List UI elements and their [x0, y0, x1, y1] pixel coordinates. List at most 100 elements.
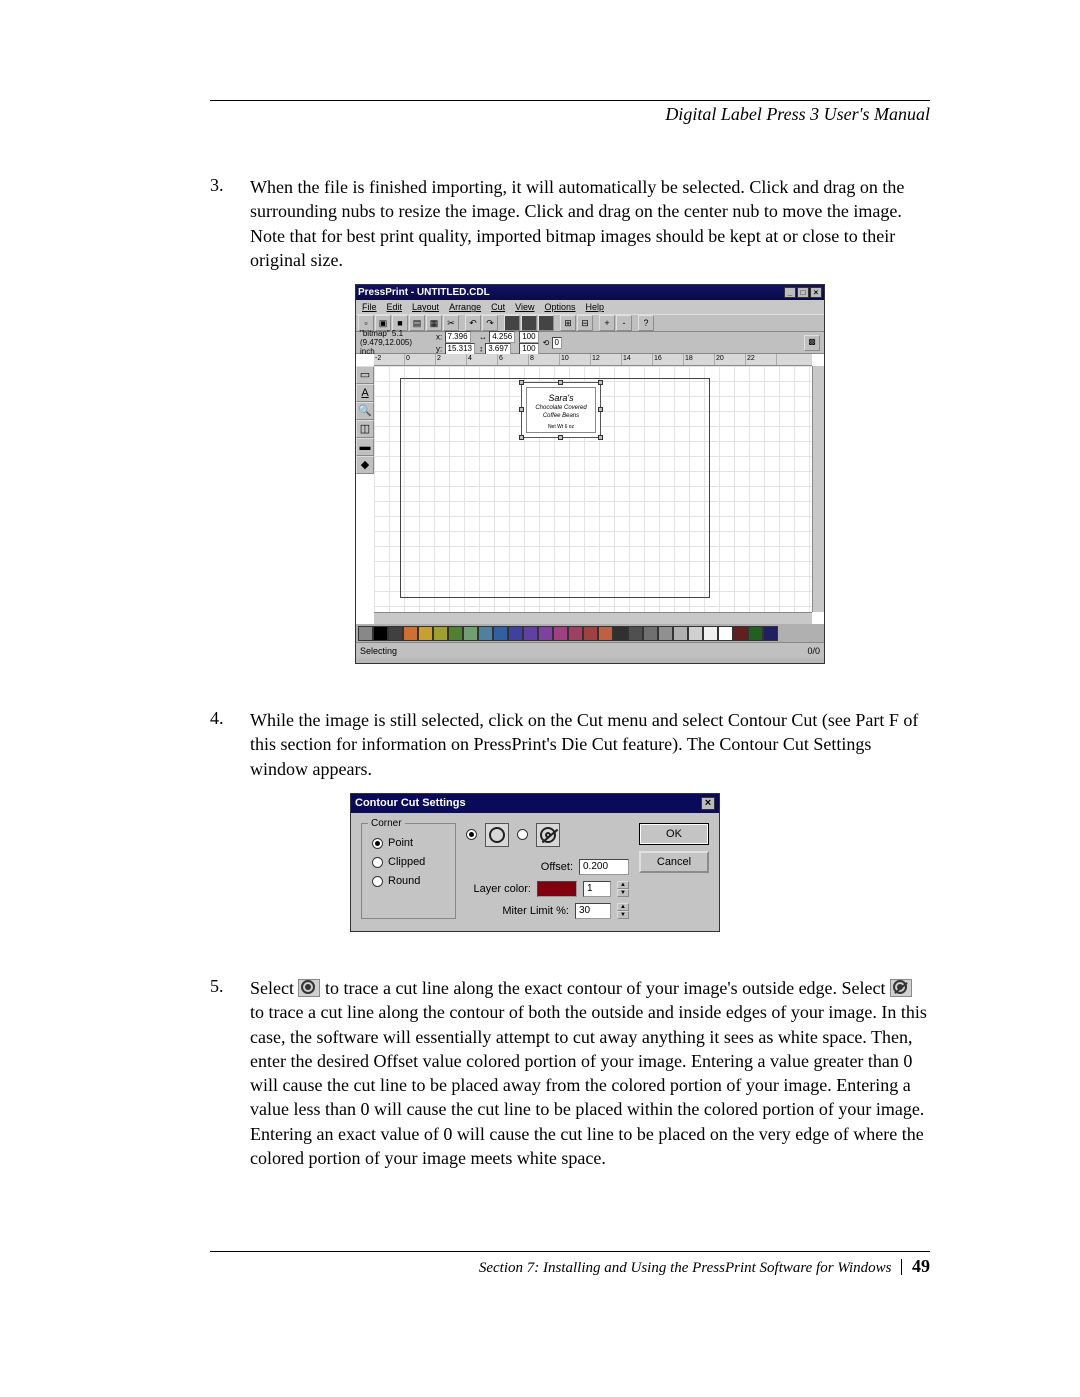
- radio-both[interactable]: [517, 829, 528, 840]
- label-line2: Chocolate Covered Coffee Beans: [527, 404, 595, 420]
- color-swatch[interactable]: [748, 626, 763, 641]
- help-icon[interactable]: ?: [638, 315, 654, 331]
- menu-layout[interactable]: Layout: [412, 301, 439, 313]
- miter-spinner[interactable]: ▲▼: [617, 903, 629, 919]
- color-swatch[interactable]: [583, 626, 598, 641]
- align-center-icon[interactable]: [521, 315, 537, 331]
- redo-icon[interactable]: ↷: [482, 315, 498, 331]
- resize-handle[interactable]: [519, 380, 524, 385]
- layer-spinner[interactable]: ▲▼: [617, 881, 629, 897]
- zoom-in-icon[interactable]: +: [599, 315, 615, 331]
- menu-options[interactable]: Options: [544, 301, 575, 313]
- h-field[interactable]: 3.697: [485, 343, 511, 355]
- zoom-tool-icon[interactable]: 🔍: [356, 402, 374, 420]
- color-swatch[interactable]: [448, 626, 463, 641]
- dialog-titlebar: Contour Cut Settings ×: [351, 794, 719, 813]
- color-swatch[interactable]: [733, 626, 748, 641]
- radio-point[interactable]: [372, 838, 383, 849]
- w-field[interactable]: 4.256: [489, 331, 515, 343]
- radio-outside[interactable]: [466, 829, 477, 840]
- color-swatch[interactable]: [703, 626, 718, 641]
- resize-handle[interactable]: [558, 435, 563, 440]
- menu-file[interactable]: File: [362, 301, 377, 313]
- color-swatch[interactable]: [538, 626, 553, 641]
- resize-handle[interactable]: [519, 407, 524, 412]
- fill-tool-icon[interactable]: ◆: [356, 456, 374, 474]
- close-button[interactable]: ×: [810, 287, 822, 298]
- footer-section: Section 7: Installing and Using the Pres…: [479, 1260, 892, 1276]
- radio-point-label: Point: [388, 836, 413, 851]
- undo-icon[interactable]: ↶: [465, 315, 481, 331]
- both-contour-inline-icon: [890, 979, 912, 997]
- color-swatch[interactable]: [673, 626, 688, 641]
- color-swatch[interactable]: [568, 626, 583, 641]
- minimize-button[interactable]: _: [784, 287, 796, 298]
- color-swatch[interactable]: [523, 626, 538, 641]
- cut-icon[interactable]: ✂: [443, 315, 459, 331]
- align-right-icon[interactable]: [538, 315, 554, 331]
- group-icon[interactable]: ⊞: [560, 315, 576, 331]
- color-swatch[interactable]: [628, 626, 643, 641]
- shape-tool-icon[interactable]: ▬: [356, 438, 374, 456]
- color-swatch[interactable]: [508, 626, 523, 641]
- color-swatch[interactable]: [463, 626, 478, 641]
- color-swatch[interactable]: [553, 626, 568, 641]
- color-swatch[interactable]: [658, 626, 673, 641]
- radio-clipped-label: Clipped: [388, 855, 425, 870]
- miter-input[interactable]: 30: [575, 903, 611, 919]
- resize-handle[interactable]: [598, 407, 603, 412]
- radio-round[interactable]: [372, 876, 383, 887]
- scrollbar-vertical[interactable]: [812, 366, 824, 612]
- dialog-title: Contour Cut Settings: [355, 796, 466, 811]
- color-swatch[interactable]: [373, 626, 388, 641]
- dialog-close-button[interactable]: ×: [701, 797, 715, 810]
- ok-button[interactable]: OK: [639, 823, 709, 845]
- color-swatch[interactable]: [388, 626, 403, 641]
- select-tool-icon[interactable]: ▭: [356, 366, 374, 384]
- canvas[interactable]: -2 0 2 4 6 8 10 12 14 16 18 20 2: [356, 354, 824, 624]
- imported-image[interactable]: Sara's Chocolate Covered Coffee Beans Ne…: [521, 382, 601, 438]
- offset-label: Offset:: [541, 860, 573, 875]
- pattern-icon[interactable]: ▩: [804, 335, 820, 351]
- layer-color-swatch[interactable]: [537, 881, 577, 897]
- menu-help[interactable]: Help: [586, 301, 605, 313]
- menu-edit[interactable]: Edit: [387, 301, 403, 313]
- color-swatch[interactable]: [643, 626, 658, 641]
- color-swatch[interactable]: [418, 626, 433, 641]
- sy-field[interactable]: 100: [519, 343, 538, 355]
- maximize-button[interactable]: □: [797, 287, 809, 298]
- print-icon[interactable]: ▦: [426, 315, 442, 331]
- node-tool-icon[interactable]: ◫: [356, 420, 374, 438]
- color-swatch[interactable]: [478, 626, 493, 641]
- layer-number[interactable]: 1: [583, 881, 611, 897]
- menu-arrange[interactable]: Arrange: [449, 301, 481, 313]
- color-swatch[interactable]: [688, 626, 703, 641]
- offset-input[interactable]: 0.200: [579, 859, 629, 875]
- y-field[interactable]: 15.313: [445, 343, 475, 355]
- rot-field[interactable]: 0: [552, 337, 562, 349]
- menu-cut[interactable]: Cut: [491, 301, 505, 313]
- resize-handle[interactable]: [558, 380, 563, 385]
- color-swatch[interactable]: [358, 626, 373, 641]
- radio-clipped[interactable]: [372, 857, 383, 868]
- color-swatch[interactable]: [403, 626, 418, 641]
- scrollbar-horizontal[interactable]: [374, 612, 812, 624]
- sx-field[interactable]: 100: [519, 331, 538, 343]
- color-swatch[interactable]: [493, 626, 508, 641]
- color-swatch[interactable]: [718, 626, 733, 641]
- resize-handle[interactable]: [598, 435, 603, 440]
- menubar: File Edit Layout Arrange Cut View Option…: [356, 300, 824, 314]
- resize-handle[interactable]: [598, 380, 603, 385]
- color-swatch[interactable]: [433, 626, 448, 641]
- text-tool-icon[interactable]: A: [356, 384, 374, 402]
- color-swatch[interactable]: [613, 626, 628, 641]
- cancel-button[interactable]: Cancel: [639, 851, 709, 873]
- x-field[interactable]: 7.396: [445, 331, 471, 343]
- zoom-out-icon[interactable]: -: [616, 315, 632, 331]
- ungroup-icon[interactable]: ⊟: [577, 315, 593, 331]
- align-left-icon[interactable]: [504, 315, 520, 331]
- menu-view[interactable]: View: [515, 301, 534, 313]
- color-swatch[interactable]: [763, 626, 778, 641]
- color-swatch[interactable]: [598, 626, 613, 641]
- resize-handle[interactable]: [519, 435, 524, 440]
